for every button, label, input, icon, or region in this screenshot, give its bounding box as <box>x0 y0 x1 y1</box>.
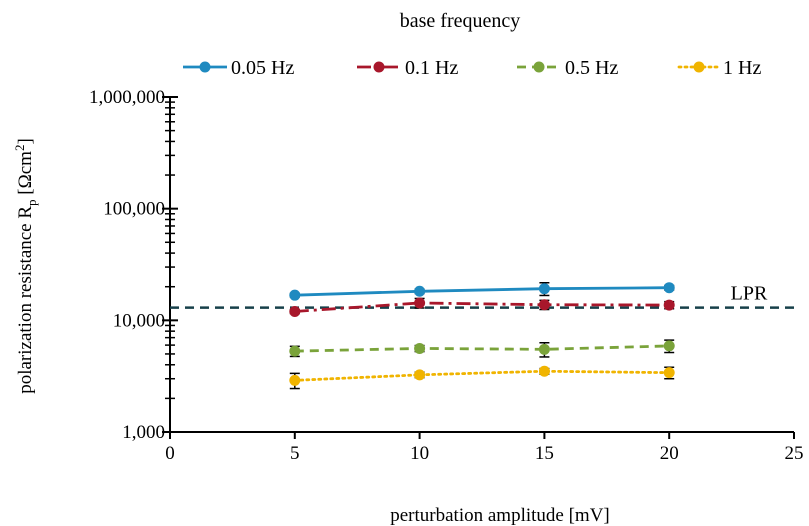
x-tick-label: 15 <box>535 443 554 464</box>
data-point <box>538 365 550 377</box>
legend-item-0: 0.05 Hz <box>183 57 294 79</box>
y-tick-label: 100,000 <box>103 199 165 220</box>
legend-swatch-marker <box>199 61 211 73</box>
series-line <box>294 301 670 313</box>
series-line <box>294 286 670 297</box>
data-point <box>538 299 550 311</box>
series-line <box>293 369 671 382</box>
data-point <box>289 289 301 301</box>
plot-area: 1,000 10,000 100,000 1,000,000 0 5 10 15 20 25 LPR <box>89 87 804 464</box>
legend-swatch-marker <box>693 61 705 73</box>
legend-label: 0.5 Hz <box>565 57 618 79</box>
y-tick-label: 10,000 <box>113 310 165 331</box>
series-3 <box>289 365 675 390</box>
x-tick-label: 10 <box>410 443 429 464</box>
legend: 0.05 Hz 0.1 Hz 0.5 Hz 1 Hz <box>183 57 761 79</box>
data-point <box>289 374 301 386</box>
lpr-label: LPR <box>731 283 768 305</box>
x-axis-title: perturbation amplitude [mV] <box>390 505 610 526</box>
data-point <box>289 345 301 357</box>
legend-swatch-marker <box>533 61 545 73</box>
data-point <box>414 342 426 354</box>
data-point <box>663 282 675 294</box>
series-0 <box>289 282 675 301</box>
x-tick-label: 0 <box>165 443 175 464</box>
legend-label: 0.1 Hz <box>405 57 458 79</box>
legend-swatch-marker <box>373 61 385 73</box>
legend-item-2: 0.5 Hz <box>517 57 618 79</box>
legend-label: 1 Hz <box>723 57 761 79</box>
data-point <box>663 340 675 352</box>
x-tick-label: 20 <box>660 443 679 464</box>
legend-title: base frequency <box>400 10 521 32</box>
data-point <box>414 285 426 297</box>
data-point <box>663 367 675 379</box>
data-point <box>414 297 426 309</box>
x-tick-label: 5 <box>290 443 300 464</box>
y-tick-label: 1,000 <box>122 422 165 443</box>
series-1 <box>289 297 675 317</box>
data-point <box>538 343 550 355</box>
data-point <box>414 369 426 381</box>
x-tick-label: 25 <box>785 443 804 464</box>
legend-item-1: 0.1 Hz <box>357 57 458 79</box>
y-axis-title: polarization resistance Rp [Ωcm2] <box>12 138 39 394</box>
data-point <box>289 305 301 317</box>
legend-item-3: 1 Hz <box>677 57 761 79</box>
y-tick-label: 1,000,000 <box>89 87 165 108</box>
data-point <box>538 283 550 295</box>
data-point <box>663 299 675 311</box>
series-2 <box>289 339 675 358</box>
series-line <box>294 344 670 353</box>
legend-label: 0.05 Hz <box>231 57 294 79</box>
